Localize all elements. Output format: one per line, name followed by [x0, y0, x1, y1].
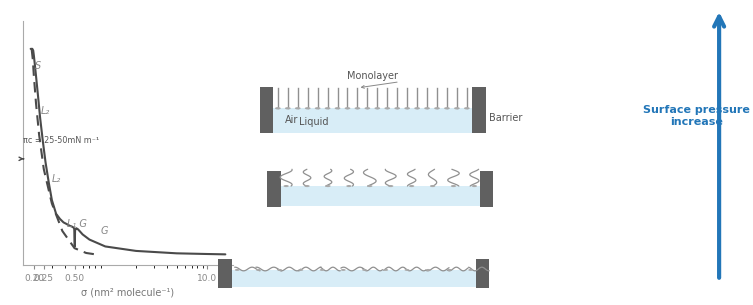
X-axis label: σ (nm² molecule⁻¹): σ (nm² molecule⁻¹) — [81, 288, 175, 298]
Circle shape — [464, 107, 470, 109]
Circle shape — [346, 185, 352, 187]
Circle shape — [315, 107, 321, 109]
Circle shape — [341, 269, 346, 271]
Circle shape — [345, 107, 350, 109]
Bar — [260, 108, 486, 133]
Text: G: G — [101, 226, 108, 236]
Circle shape — [447, 269, 452, 271]
Circle shape — [304, 185, 309, 187]
Circle shape — [424, 107, 430, 109]
Circle shape — [430, 185, 435, 187]
Circle shape — [454, 107, 460, 109]
Text: Barrier: Barrier — [489, 113, 523, 123]
Text: Surface pressure
increase: Surface pressure increase — [643, 105, 750, 127]
Circle shape — [325, 107, 331, 109]
Bar — [218, 270, 489, 287]
Text: Air: Air — [285, 116, 298, 125]
Bar — [267, 186, 493, 206]
Circle shape — [355, 107, 360, 109]
Text: L₁ G: L₁ G — [67, 219, 87, 229]
Circle shape — [404, 269, 410, 271]
Circle shape — [425, 269, 431, 271]
Circle shape — [434, 107, 440, 109]
Text: Liquid: Liquid — [299, 117, 329, 127]
Bar — [260, 87, 273, 133]
Circle shape — [364, 107, 370, 109]
Circle shape — [383, 269, 388, 271]
Circle shape — [414, 107, 420, 109]
Circle shape — [334, 107, 340, 109]
Circle shape — [395, 107, 400, 109]
Bar — [472, 87, 486, 133]
Circle shape — [277, 269, 282, 271]
Text: Monolayer: Monolayer — [347, 71, 398, 81]
Circle shape — [404, 107, 410, 109]
Circle shape — [325, 185, 331, 187]
Text: L₂: L₂ — [41, 106, 50, 116]
Circle shape — [367, 185, 373, 187]
Circle shape — [409, 185, 414, 187]
Circle shape — [471, 185, 477, 187]
Bar — [218, 259, 232, 288]
Circle shape — [256, 269, 261, 271]
Circle shape — [235, 269, 239, 271]
Circle shape — [388, 185, 393, 187]
Circle shape — [283, 185, 288, 187]
Text: L₂: L₂ — [52, 174, 61, 185]
Bar — [267, 171, 281, 207]
Bar — [476, 259, 489, 288]
Circle shape — [451, 185, 456, 187]
Circle shape — [320, 269, 325, 271]
Text: S: S — [35, 61, 41, 71]
Circle shape — [295, 107, 300, 109]
Circle shape — [305, 107, 310, 109]
Circle shape — [374, 107, 380, 109]
Circle shape — [385, 107, 390, 109]
Bar — [480, 171, 493, 207]
Circle shape — [362, 269, 367, 271]
Circle shape — [275, 107, 281, 109]
Circle shape — [285, 107, 291, 109]
Circle shape — [298, 269, 303, 271]
Text: πᴄ = 25-50mN m⁻¹: πᴄ = 25-50mN m⁻¹ — [23, 136, 99, 145]
Circle shape — [468, 269, 473, 271]
Circle shape — [444, 107, 450, 109]
